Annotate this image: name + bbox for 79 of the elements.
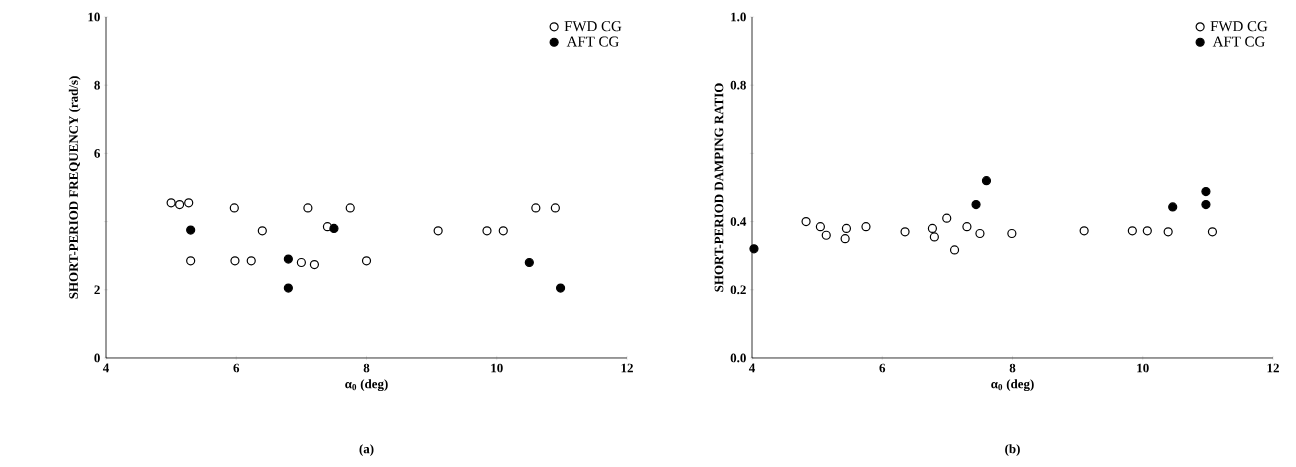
point [175, 199, 185, 210]
y-tick-label: 2 [94, 285, 100, 295]
point [482, 226, 492, 236]
y-tick-label: 10 [88, 12, 100, 22]
point [550, 203, 560, 213]
y-tick-label: 1.0 [731, 12, 746, 22]
y-tick-label: 0.2 [730, 285, 746, 295]
legend-label: FWD CG [564, 21, 622, 32]
x-tick-label: 10 [1137, 363, 1149, 373]
x-tick-label: 6 [879, 363, 886, 373]
point [971, 199, 981, 210]
point [229, 203, 239, 213]
point [186, 225, 196, 235]
point [283, 254, 293, 264]
x-tick-label: 8 [363, 363, 370, 373]
point [524, 257, 534, 268]
point [166, 198, 176, 208]
point [246, 256, 256, 266]
point [303, 203, 313, 213]
point [949, 245, 960, 255]
point [329, 223, 339, 233]
point [1007, 228, 1017, 239]
point [861, 222, 871, 232]
point [927, 223, 938, 233]
point [184, 198, 194, 208]
point [1201, 186, 1211, 197]
text: (a) [359, 444, 374, 456]
point [975, 228, 985, 239]
x-tick-label: 4 [102, 363, 110, 373]
point [1207, 227, 1218, 237]
y-tick-label: 6 [94, 149, 100, 158]
point [309, 259, 320, 270]
x-tick-label: 4 [748, 363, 756, 373]
point [1201, 199, 1211, 210]
y-tick-label: 8 [94, 80, 100, 90]
point [257, 226, 267, 236]
point [801, 216, 811, 227]
x-tick-label: 12 [621, 363, 633, 373]
point [186, 256, 196, 266]
x-tick-label: 8 [1009, 363, 1016, 373]
point [962, 222, 972, 232]
point [498, 226, 508, 236]
point [841, 223, 852, 233]
y-axis-title: SHORT-PERIOD DAMPING RATIO [714, 83, 724, 292]
point [283, 283, 293, 293]
legend-label: FWD CG [1210, 21, 1268, 32]
point [942, 213, 952, 223]
y-axis-title: SHORT-PERIOD FREQUENCY (rad/s) [68, 76, 81, 299]
point [1079, 226, 1089, 236]
point [1142, 226, 1152, 236]
point [1127, 226, 1137, 236]
x-axis-title: α$_{0}$ (deg) [345, 379, 388, 392]
point [345, 203, 355, 213]
y-tick-label: 0.8 [730, 80, 746, 90]
text: (b) [1005, 444, 1020, 456]
y-tick-label: 0.4 [730, 217, 747, 226]
x-axis-title: α$_{0}$ (deg) [991, 379, 1034, 392]
point [821, 230, 831, 240]
point [929, 232, 939, 242]
legend-label: AFT CG [566, 36, 619, 47]
point [749, 244, 759, 254]
x-tick-label: 6 [233, 363, 240, 373]
point [981, 176, 992, 186]
point [433, 226, 443, 236]
point [815, 222, 825, 232]
point [531, 203, 541, 213]
point [900, 227, 910, 237]
x-tick-label: 12 [1267, 363, 1279, 373]
point [296, 257, 306, 268]
legend-label: AFT CG [1212, 36, 1265, 47]
point [1168, 202, 1178, 212]
point [230, 256, 240, 266]
y-tick-label: 0.0 [730, 353, 746, 363]
point [361, 256, 372, 266]
point [555, 283, 566, 293]
x-tick-label: 10 [491, 363, 503, 373]
point [1163, 227, 1173, 237]
point [840, 234, 850, 244]
y-tick-label: 0 [94, 353, 100, 363]
